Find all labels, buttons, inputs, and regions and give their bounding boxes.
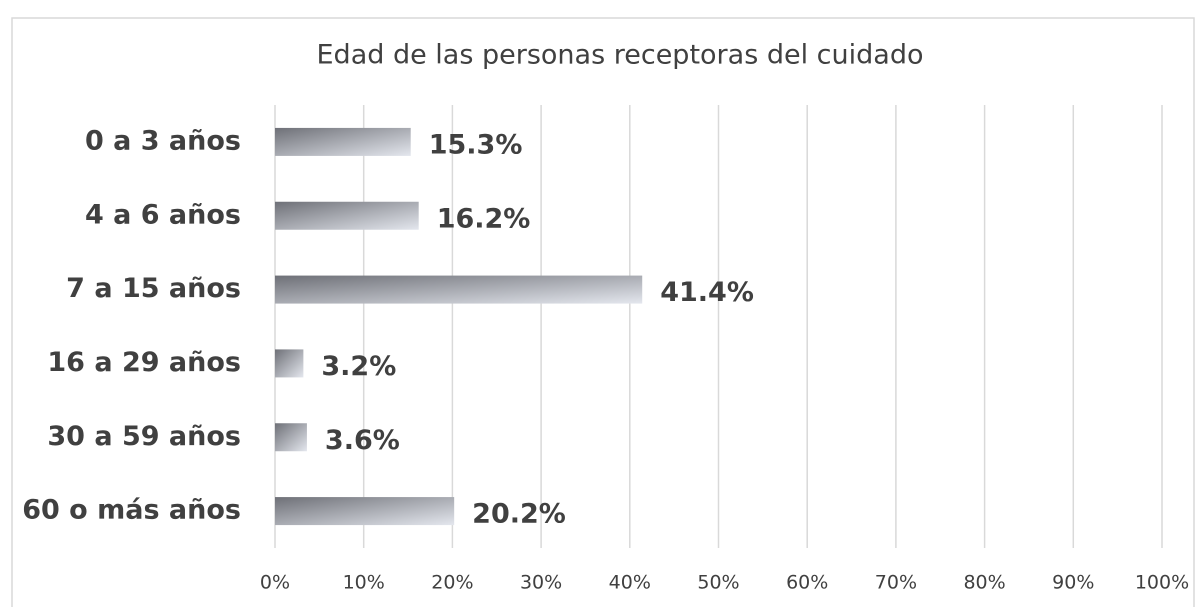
value-label: 20.2% [472, 499, 566, 530]
value-label: 3.2% [321, 351, 396, 382]
bar [275, 275, 643, 304]
y-tick-label: 7 a 15 años [66, 273, 241, 304]
x-tick-label: 70% [875, 572, 917, 594]
chart-border [11, 17, 1195, 611]
value-label: 3.6% [325, 425, 400, 456]
y-tick-label: 16 a 29 años [47, 347, 241, 378]
x-tick-label: 40% [609, 572, 651, 594]
value-label: 16.2% [437, 203, 531, 234]
x-tick-label: 90% [1052, 572, 1094, 594]
y-tick-label: 4 a 6 años [85, 199, 241, 230]
x-tick-label: 20% [431, 572, 473, 594]
value-label: 41.4% [660, 277, 754, 308]
y-tick-label: 60 o más años [22, 495, 241, 526]
x-tick-label: 60% [786, 572, 828, 594]
x-tick-label: 50% [697, 572, 739, 594]
bar [275, 423, 307, 452]
x-tick-label: 80% [963, 572, 1005, 594]
bar [275, 201, 419, 230]
x-tick-label: 10% [343, 572, 385, 594]
x-tick-label: 100% [1135, 572, 1189, 594]
y-tick-label: 0 a 3 años [85, 125, 241, 156]
y-tick-label: 30 a 59 años [47, 421, 241, 452]
bar [275, 497, 455, 526]
bar [275, 127, 411, 156]
bar [275, 349, 304, 378]
x-tick-label: 0% [260, 572, 290, 594]
value-label: 15.3% [429, 129, 523, 160]
x-tick-label: 30% [520, 572, 562, 594]
chart-title: Edad de las personas receptoras del cuid… [317, 40, 924, 71]
